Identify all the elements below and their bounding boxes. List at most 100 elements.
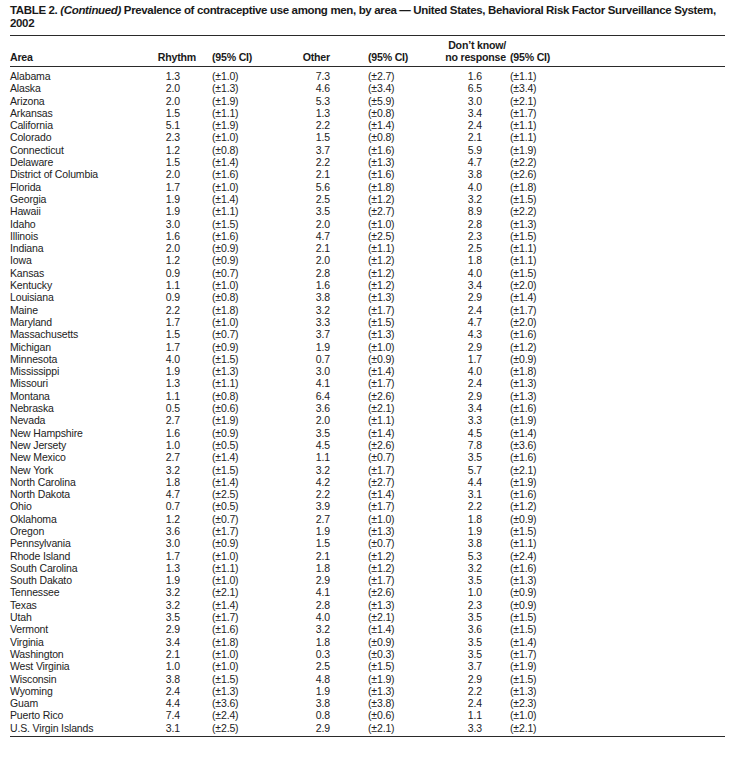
other-value-cell: 4.2	[268, 476, 330, 488]
other-value-cell: 3.2	[268, 623, 330, 635]
other-ci-cell: (±5.9)	[330, 95, 410, 107]
rhythm-value-cell: 5.1	[130, 119, 180, 131]
other-ci-cell: (±0.8)	[330, 131, 410, 143]
area-cell: Indiana	[10, 242, 130, 254]
rhythm-value-cell: 2.0	[130, 168, 180, 180]
filler-cell	[572, 439, 725, 451]
other-ci-cell: (±0.9)	[330, 353, 410, 365]
other-value-cell: 4.8	[268, 673, 330, 685]
filler-cell	[572, 464, 725, 476]
dontknow-value-cell: 2.8	[410, 218, 482, 230]
rhythm-value-cell: 4.4	[130, 697, 180, 709]
dontknow-value-cell: 2.4	[410, 377, 482, 389]
other-value-cell: 2.7	[268, 513, 330, 525]
rhythm-ci-cell: (±0.7)	[180, 328, 268, 340]
table-row: Hawaii1.9(±1.1)3.5(±2.7)8.9(±2.2)	[10, 205, 725, 217]
area-cell: Rhode Island	[10, 550, 130, 562]
other-value-cell: 1.1	[268, 451, 330, 463]
filler-cell	[572, 205, 725, 217]
dontknow-ci-cell: (±1.9)	[482, 144, 572, 156]
other-ci-cell: (±1.6)	[330, 168, 410, 180]
area-cell: Georgia	[10, 193, 130, 205]
other-ci-cell: (±1.2)	[330, 267, 410, 279]
other-value-cell: 3.7	[268, 144, 330, 156]
dontknow-value-cell: 3.1	[410, 488, 482, 500]
rhythm-value-cell: 1.5	[130, 328, 180, 340]
table-row: North Dakota4.7(±2.5)2.2(±1.4)3.1(±1.6)	[10, 488, 725, 500]
dontknow-ci-cell: (±0.9)	[482, 599, 572, 611]
table-row: U.S. Virgin Islands3.1(±2.5)2.9(±2.1)3.3…	[10, 722, 725, 737]
table-row: Wisconsin3.8(±1.5)4.8(±1.9)2.9(±1.5)	[10, 673, 725, 685]
table-row: Oklahoma1.2(±0.7)2.7(±1.0)1.8(±0.9)	[10, 513, 725, 525]
other-value-cell: 2.9	[268, 722, 330, 737]
dontknow-ci-cell: (±1.9)	[482, 414, 572, 426]
other-value-cell: 0.8	[268, 709, 330, 721]
other-ci-cell: (±1.1)	[330, 414, 410, 426]
table-row: Kentucky1.1(±1.0)1.6(±1.2)3.4(±2.0)	[10, 279, 725, 291]
other-value-cell: 4.6	[268, 82, 330, 94]
dontknow-value-cell: 3.2	[410, 562, 482, 574]
filler-cell	[572, 451, 725, 463]
dontknow-value-cell: 2.4	[410, 119, 482, 131]
other-value-cell: 5.6	[268, 181, 330, 193]
table-row: Alabama1.3(±1.0)7.3(±2.7)1.6(±1.1)	[10, 67, 725, 83]
area-cell: Montana	[10, 390, 130, 402]
document-page: TABLE 2. (Continued) Prevalence of contr…	[0, 0, 734, 775]
table-row: New York3.2(±1.5)3.2(±1.7)5.7(±2.1)	[10, 464, 725, 476]
filler-cell	[572, 513, 725, 525]
rhythm-value-cell: 0.7	[130, 500, 180, 512]
other-value-cell: 3.9	[268, 500, 330, 512]
table-row: Arizona2.0(±1.9)5.3(±5.9)3.0(±2.1)	[10, 95, 725, 107]
other-value-cell: 3.8	[268, 697, 330, 709]
area-cell: U.S. Virgin Islands	[10, 722, 130, 737]
area-cell: Kansas	[10, 267, 130, 279]
rhythm-value-cell: 1.7	[130, 316, 180, 328]
other-ci-cell: (±1.4)	[330, 365, 410, 377]
table-row: Vermont2.9(±1.6)3.2(±1.4)3.6(±1.5)	[10, 623, 725, 635]
other-value-cell: 0.7	[268, 353, 330, 365]
area-cell: Oklahoma	[10, 513, 130, 525]
other-value-cell: 4.1	[268, 586, 330, 598]
other-value-cell: 4.1	[268, 377, 330, 389]
table-row: Colorado2.3(±1.0)1.5(±0.8)2.1(±1.1)	[10, 131, 725, 143]
rhythm-value-cell: 3.2	[130, 464, 180, 476]
other-ci-cell: (±2.1)	[330, 402, 410, 414]
other-value-cell: 2.2	[268, 488, 330, 500]
rhythm-ci-cell: (±1.0)	[180, 660, 268, 672]
dontknow-ci-cell: (±1.5)	[482, 193, 572, 205]
dontknow-value-cell: 8.9	[410, 205, 482, 217]
dontknow-ci-cell: (±1.9)	[482, 660, 572, 672]
dontknow-ci-cell: (±1.2)	[482, 341, 572, 353]
other-value-cell: 3.8	[268, 291, 330, 303]
col-header-area: Area	[10, 38, 130, 67]
table-row: North Carolina1.8(±1.4)4.2(±2.7)4.4(±1.9…	[10, 476, 725, 488]
rhythm-value-cell: 1.8	[130, 476, 180, 488]
rhythm-value-cell: 1.2	[130, 513, 180, 525]
dontknow-value-cell: 3.7	[410, 660, 482, 672]
area-cell: Iowa	[10, 254, 130, 266]
rhythm-value-cell: 1.9	[130, 205, 180, 217]
filler-cell	[572, 500, 725, 512]
other-value-cell: 1.5	[268, 537, 330, 549]
dontknow-ci-cell: (±2.2)	[482, 205, 572, 217]
rhythm-value-cell: 3.5	[130, 611, 180, 623]
other-ci-cell: (±1.3)	[330, 156, 410, 168]
area-cell: Ohio	[10, 500, 130, 512]
filler-cell	[572, 82, 725, 94]
rhythm-ci-cell: (±0.9)	[180, 427, 268, 439]
table-row: Nevada2.7(±1.9)2.0(±1.1)3.3(±1.9)	[10, 414, 725, 426]
area-cell: Kentucky	[10, 279, 130, 291]
dontknow-ci-cell: (±1.2)	[482, 500, 572, 512]
table-row: Utah3.5(±1.7)4.0(±2.1)3.5(±1.5)	[10, 611, 725, 623]
other-value-cell: 2.5	[268, 660, 330, 672]
rhythm-ci-cell: (±0.5)	[180, 500, 268, 512]
rhythm-ci-cell: (±0.9)	[180, 537, 268, 549]
dontknow-ci-cell: (±1.3)	[482, 685, 572, 697]
table-row: South Carolina1.3(±1.1)1.8(±1.2)3.2(±1.6…	[10, 562, 725, 574]
other-ci-cell: (±1.7)	[330, 574, 410, 586]
dontknow-value-cell: 2.9	[410, 341, 482, 353]
other-value-cell: 3.5	[268, 205, 330, 217]
filler-cell	[572, 230, 725, 242]
dontknow-ci-cell: (±2.3)	[482, 697, 572, 709]
other-value-cell: 1.6	[268, 279, 330, 291]
